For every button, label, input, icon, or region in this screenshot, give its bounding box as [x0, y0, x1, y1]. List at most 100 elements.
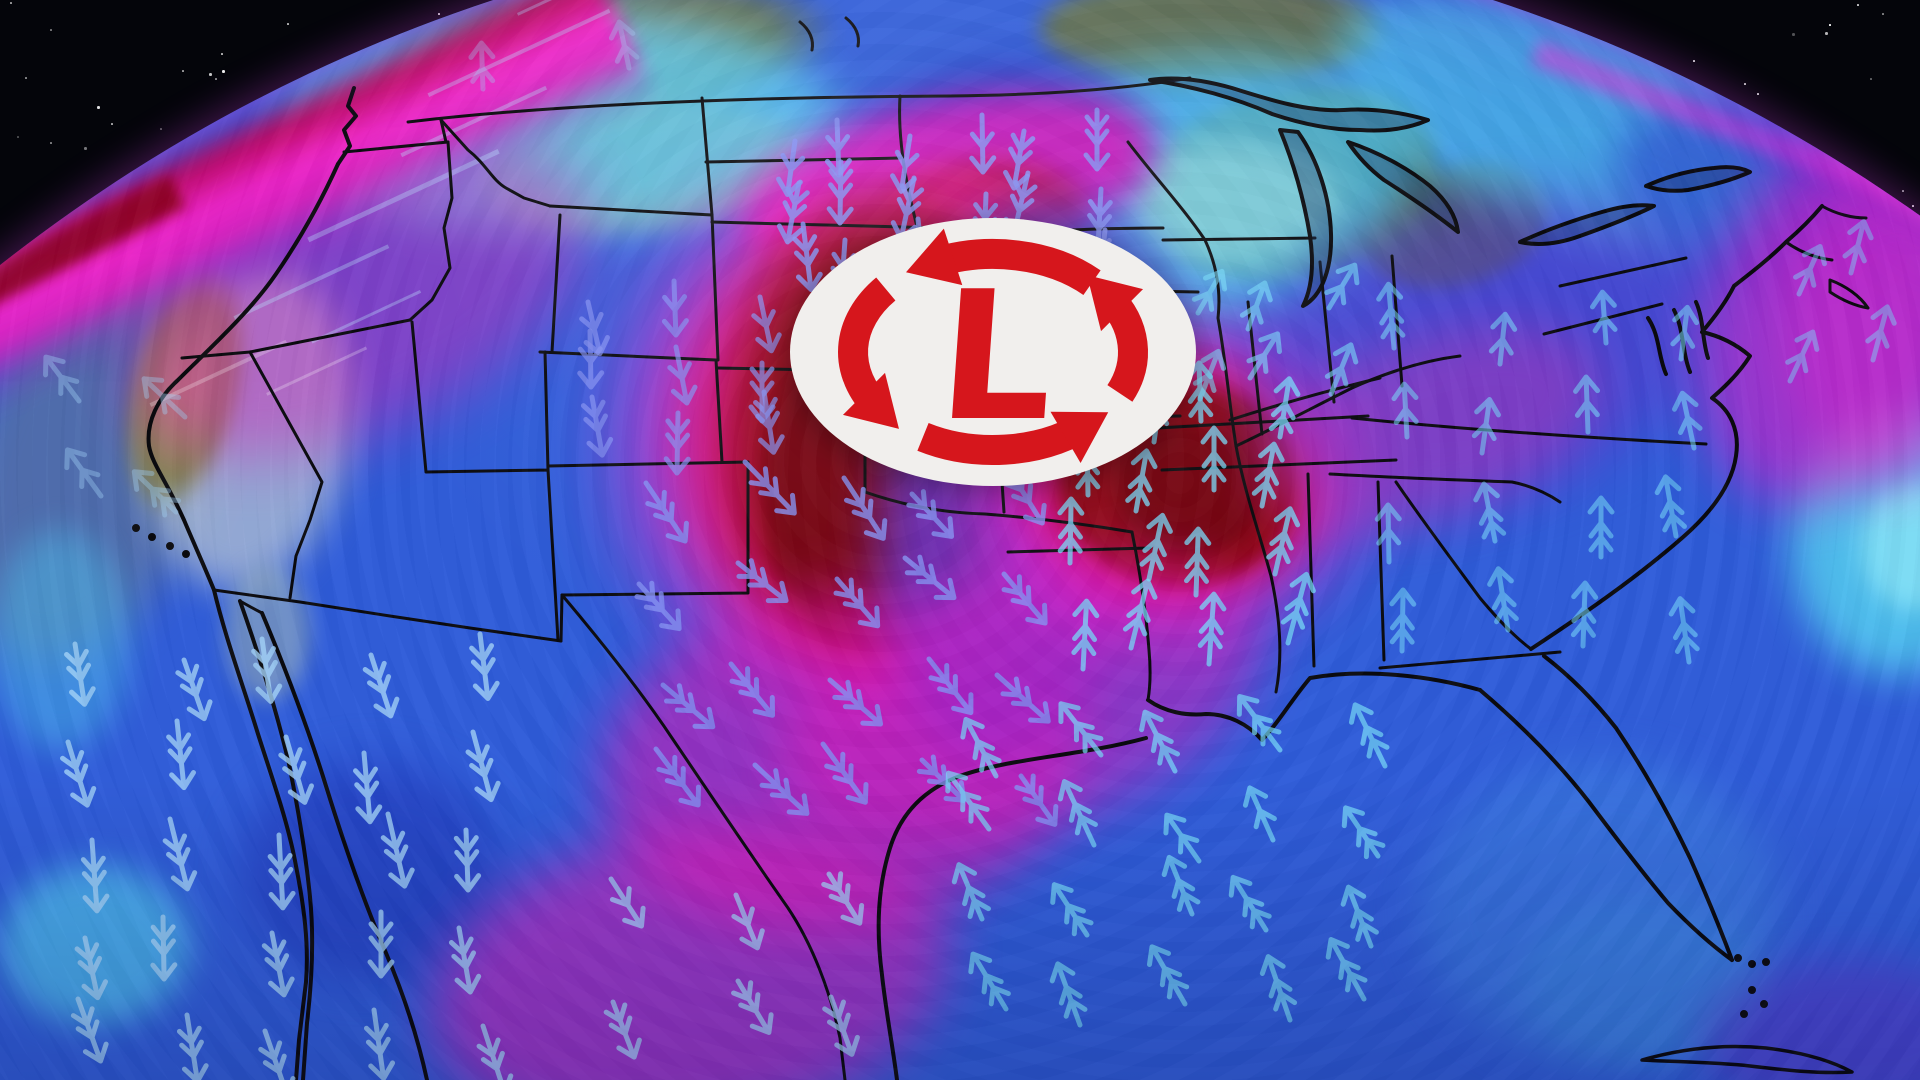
wind-arrow-icon — [735, 558, 789, 604]
wind-arrow-icon — [453, 827, 482, 893]
wind-arrow-icon — [1014, 773, 1059, 827]
wind-arrow-icon — [663, 410, 691, 476]
wind-arrow-icon — [728, 661, 776, 718]
wind-arrow-icon — [1389, 587, 1417, 654]
wind-arrow-icon — [1324, 262, 1360, 311]
star — [160, 128, 162, 130]
wind-arrow-icon — [890, 133, 920, 194]
wind-arrow-icon — [752, 762, 810, 816]
wind-arrow-icon — [1570, 580, 1599, 649]
wind-arrow-icon — [643, 480, 689, 544]
wind-arrow-icon — [1785, 329, 1820, 384]
wind-arrow-icon — [822, 994, 860, 1057]
wind-arrow-icon — [608, 876, 646, 929]
star — [221, 53, 223, 55]
wind-arrow-icon — [820, 741, 869, 805]
wind-arrow-icon — [166, 718, 196, 791]
wind-arrow-icon — [380, 811, 415, 889]
wind-arrow-icon — [1654, 474, 1687, 539]
star — [1792, 33, 1795, 36]
star — [25, 77, 27, 79]
wind-arrow-icon — [968, 951, 1011, 1012]
low-pressure-symbol: L — [790, 218, 1196, 486]
wind-arrow-icon — [1049, 961, 1088, 1028]
star — [182, 70, 184, 72]
wind-arrow-icon — [64, 447, 104, 499]
wind-arrow-icon — [1668, 596, 1700, 665]
wind-arrow-icon — [1161, 854, 1201, 917]
wind-arrow-icon — [753, 389, 785, 455]
wind-arrow-icon — [960, 716, 1002, 779]
star — [1870, 78, 1872, 80]
rotation-arrow-bottom — [917, 411, 1109, 466]
wind-arrow-icon — [603, 999, 642, 1060]
wind-arrow-icon — [1325, 937, 1368, 1002]
wind-arrow-icon — [661, 278, 689, 338]
wind-arrow-icon — [1280, 571, 1316, 646]
wind-arrow-icon — [906, 489, 955, 539]
wind-arrow-icon — [926, 656, 974, 716]
star — [111, 123, 113, 125]
wind-arrow-icon — [1259, 954, 1298, 1023]
wind-arrow-icon — [1057, 496, 1085, 566]
star — [1825, 32, 1828, 35]
wind-arrow-icon — [1139, 512, 1173, 582]
wind-arrow-icon — [1001, 571, 1048, 626]
star — [50, 142, 52, 144]
star — [84, 147, 87, 150]
wind-arrow-icon — [951, 862, 991, 922]
wind-arrow-icon — [742, 459, 797, 516]
wind-arrow-icon — [1197, 591, 1227, 667]
wind-arrow-icon — [826, 159, 854, 226]
wind-arrow-icon — [176, 1012, 209, 1080]
wind-arrow-icon — [660, 682, 716, 730]
wind-arrow-icon — [1793, 243, 1828, 297]
star — [1829, 24, 1831, 26]
wind-arrow-icon — [1842, 219, 1874, 276]
star — [1693, 60, 1695, 62]
wind-arrow-icon — [827, 677, 884, 727]
rotation-arrow-right — [1087, 275, 1148, 402]
wind-arrow-icon — [1242, 785, 1277, 843]
wind-arrow-icon — [577, 328, 605, 390]
wind-arrow-icon — [1865, 304, 1897, 363]
wind-arrow-icon — [261, 930, 295, 998]
star — [1882, 13, 1884, 15]
wind-arrow-icon — [751, 294, 782, 354]
wind-arrow-icon — [1589, 289, 1618, 346]
wind-arrow-icon — [1163, 812, 1202, 864]
wind-arrow-icon — [1487, 566, 1519, 633]
rotation-arrow-top — [905, 228, 1101, 296]
wind-arrow-icon — [1341, 805, 1386, 860]
wind-arrow-icon — [667, 344, 698, 406]
star — [1757, 93, 1759, 95]
wind-arrow-icon — [945, 770, 992, 832]
star — [1744, 83, 1746, 85]
star — [222, 70, 225, 73]
wind-arrow-icon — [1192, 348, 1227, 402]
star — [97, 106, 100, 109]
wind-arrow-icon — [1672, 390, 1703, 451]
star — [50, 29, 52, 31]
wind-arrow-icon — [258, 1028, 296, 1080]
star — [10, 2, 12, 4]
wind-arrow-icon — [1236, 693, 1283, 753]
wind-arrow-icon — [1251, 441, 1285, 509]
wind-arrow-icon — [1125, 448, 1158, 514]
wind-arrow-icon — [1200, 425, 1228, 493]
wind-arrow-icon — [841, 475, 888, 541]
wind-arrow-icon — [162, 816, 198, 892]
wind-arrow-icon — [251, 636, 283, 704]
wind-arrow-icon — [731, 978, 774, 1035]
wind-arrow-icon — [1185, 360, 1214, 424]
wind-arrow-icon — [74, 935, 109, 1001]
wind-arrow-icon — [141, 376, 188, 420]
wind-arrow-icon — [902, 554, 957, 601]
wind-arrow-icon — [131, 469, 182, 518]
wind-arrow-icon — [1071, 598, 1100, 672]
